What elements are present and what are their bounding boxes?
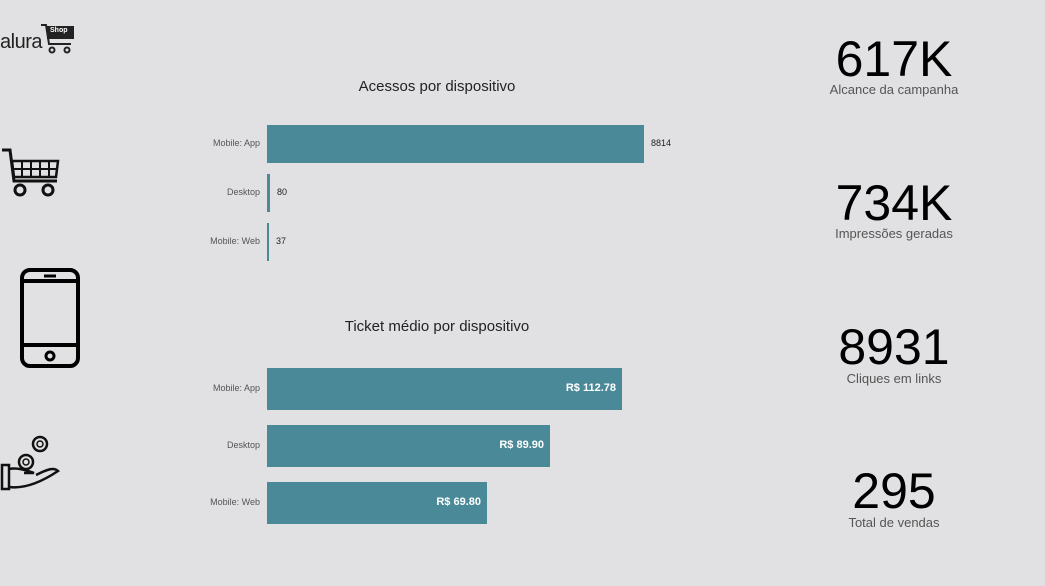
logo-text: alura [0,31,42,53]
bar-mobile-app [267,368,622,410]
alura-shop-logo: alura Shop [0,22,80,58]
bar-label-mobile-app: Mobile: App [212,383,260,393]
bar-label-desktop: Desktop [226,187,260,197]
hand-coins-icon [0,435,60,491]
bar-label-mobile-web: Mobile: Web [210,497,260,507]
shop-cart-logo-icon [41,24,74,54]
kpi-value-vendas: 295 [852,463,936,519]
logo-badge: Shop [50,27,68,34]
bar-desktop [267,425,550,467]
bar-mobile-app [267,125,644,163]
bar-value-mobile-app: R$ 112.78 [565,382,616,394]
kpi-label-alcance: Alcance da campanha [829,82,959,97]
chart-title-ticket: Ticket médio por dispositivo [344,318,530,335]
bar-value-desktop: R$ 89.90 [499,439,544,451]
bar-mobile-web [267,223,269,261]
bar-label-desktop: Desktop [226,440,260,450]
bar-label-mobile-app: Mobile: App [212,138,260,148]
bar-desktop [267,174,270,212]
bar-label-mobile-web: Mobile: Web [210,236,260,246]
kpi-value-impressoes: 734K [835,175,953,231]
kpi-value-cliques: 8931 [838,319,950,375]
bar-mobile-web [267,482,487,524]
cart-icon [2,148,60,197]
bar-value-mobile-web: R$ 69.80 [436,496,481,508]
bar-value-mobile-app: 8814 [651,138,672,148]
kpi-label-cliques: Cliques em links [846,371,942,386]
kpi-value-alcance: 617K [835,31,953,87]
bar-value-desktop: 80 [277,187,288,197]
bar-value-mobile-web: 37 [276,236,287,246]
smartphone-icon [20,268,80,368]
kpi-label-vendas: Total de vendas [848,515,940,530]
kpi-label-impressoes: Impressões geradas [835,226,953,241]
chart-title-acessos: Acessos por dispositivo [358,78,516,95]
